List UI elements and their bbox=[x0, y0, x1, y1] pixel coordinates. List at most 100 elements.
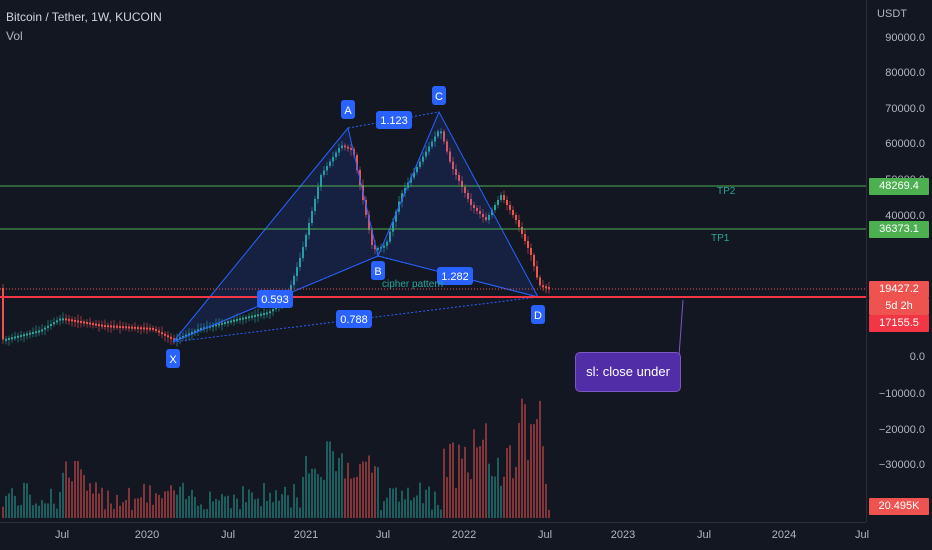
point-a-marker[interactable]: A bbox=[341, 100, 355, 119]
volume-bar bbox=[209, 491, 211, 518]
candle-body bbox=[458, 175, 460, 181]
candle-body bbox=[338, 148, 340, 153]
volume-bar bbox=[245, 502, 247, 518]
candle-body bbox=[17, 335, 19, 338]
candle-body bbox=[266, 312, 268, 315]
ratio-badge-xd[interactable]: 0.788 bbox=[336, 310, 372, 328]
candle-body bbox=[533, 255, 535, 267]
candle-body bbox=[14, 336, 16, 339]
volume-bar bbox=[389, 487, 391, 518]
point-c-marker[interactable]: C bbox=[432, 86, 446, 105]
chart-pane[interactable]: X A B C D 0.593 bbox=[0, 0, 866, 522]
volume-bar bbox=[38, 505, 40, 518]
candle-body bbox=[437, 131, 439, 137]
candle-body bbox=[422, 156, 424, 162]
volume-bar bbox=[176, 494, 178, 518]
candle-body bbox=[11, 337, 13, 340]
point-b-marker[interactable]: B bbox=[371, 261, 385, 280]
volume-bar bbox=[383, 501, 385, 518]
volume-bar bbox=[53, 503, 55, 518]
candle-body bbox=[41, 329, 43, 332]
volume-bar bbox=[488, 463, 490, 518]
volume-bar bbox=[464, 446, 466, 518]
candle-body bbox=[173, 338, 175, 341]
candle-body bbox=[227, 321, 229, 324]
volume-bar bbox=[452, 442, 454, 518]
ratio-line-xd bbox=[172, 296, 539, 343]
volume-bar bbox=[530, 424, 532, 518]
volume-bar bbox=[254, 499, 256, 518]
candle-body bbox=[131, 326, 133, 329]
stop-loss-note[interactable]: sl: close under bbox=[575, 352, 681, 392]
ratio-line-bd bbox=[377, 255, 539, 298]
volume-bar bbox=[107, 490, 109, 518]
volume-bar bbox=[122, 502, 124, 518]
ratio-badge-xab[interactable]: 0.593 bbox=[257, 290, 293, 308]
candle-body bbox=[500, 195, 502, 200]
volume-bar bbox=[368, 455, 370, 518]
volume-bar bbox=[92, 493, 94, 518]
symbol-legend[interactable]: Bitcoin / Tether, 1W, KUCOIN Vol bbox=[6, 10, 162, 43]
tp2-price-tag[interactable]: 48269.4 bbox=[869, 178, 929, 195]
time-axis[interactable]: Jul 2020 Jul 2021 Jul 2022 Jul 2023 Jul … bbox=[0, 522, 869, 550]
candle-body bbox=[356, 155, 358, 170]
ratio-bcd-text: 1.282 bbox=[441, 271, 469, 283]
candle-body bbox=[317, 187, 319, 199]
volume-bar bbox=[143, 483, 145, 518]
candle-body bbox=[494, 205, 496, 210]
candle-body bbox=[470, 199, 472, 205]
candle-body bbox=[122, 326, 124, 329]
candle-body bbox=[170, 336, 172, 339]
point-x-marker[interactable]: X bbox=[166, 349, 180, 368]
volume-bar bbox=[527, 460, 529, 518]
volume-bar bbox=[296, 497, 298, 518]
candle-body bbox=[446, 141, 448, 152]
volume-bar bbox=[23, 482, 25, 518]
time-tick: 2024 bbox=[771, 529, 797, 541]
volume-bar bbox=[518, 422, 520, 518]
last-price-tag[interactable]: 19427.2 bbox=[869, 281, 929, 298]
volume-bar bbox=[29, 494, 31, 518]
stop-loss-price-tag[interactable]: 17155.5 bbox=[869, 315, 929, 332]
candle-body bbox=[386, 241, 388, 246]
volume-bar bbox=[434, 491, 436, 518]
volume-bar bbox=[221, 494, 223, 518]
candle-body bbox=[413, 172, 415, 178]
ratio-badge-bcd[interactable]: 1.282 bbox=[437, 267, 473, 285]
pattern-triangle-xab[interactable] bbox=[172, 126, 379, 343]
volume-bar bbox=[269, 492, 271, 518]
candle-body bbox=[464, 187, 466, 193]
candle-body bbox=[197, 329, 199, 332]
chart-canvas[interactable]: X A B C D 0.593 bbox=[0, 0, 866, 522]
volume-legend[interactable]: Vol bbox=[6, 29, 23, 43]
volume-bar bbox=[494, 476, 496, 518]
ratio-ac-text: 1.123 bbox=[380, 115, 408, 127]
volume-bar bbox=[299, 507, 301, 518]
volume-bar bbox=[77, 460, 79, 518]
candle-body bbox=[506, 200, 508, 205]
candle-body bbox=[476, 208, 478, 211]
candle-body bbox=[119, 325, 121, 328]
symbol-title[interactable]: Bitcoin / Tether, 1W, KUCOIN bbox=[6, 10, 162, 24]
candle-body bbox=[320, 175, 322, 187]
candle-body bbox=[251, 315, 253, 318]
candle-body bbox=[56, 320, 58, 323]
candle-body bbox=[350, 147, 352, 150]
volume-bar bbox=[485, 423, 487, 518]
candle-body bbox=[149, 327, 151, 330]
ratio-badge-ac[interactable]: 1.123 bbox=[376, 111, 412, 129]
candle-body bbox=[26, 333, 28, 336]
point-d-marker[interactable]: D bbox=[531, 305, 545, 324]
candle-body bbox=[302, 247, 304, 258]
candle-body bbox=[335, 152, 337, 157]
candle-body bbox=[404, 188, 406, 194]
volume-bar bbox=[479, 446, 481, 518]
volume-bar bbox=[308, 473, 310, 518]
price-axis[interactable]: USDT 90000.0 80000.0 70000.0 60000.0 500… bbox=[866, 0, 932, 522]
tp1-price-tag[interactable]: 36373.1 bbox=[869, 221, 929, 238]
candle-body bbox=[374, 245, 376, 250]
candle-body bbox=[269, 311, 271, 314]
volume-bars bbox=[2, 398, 550, 518]
volume-bar bbox=[161, 498, 163, 518]
candle-body bbox=[428, 146, 430, 152]
